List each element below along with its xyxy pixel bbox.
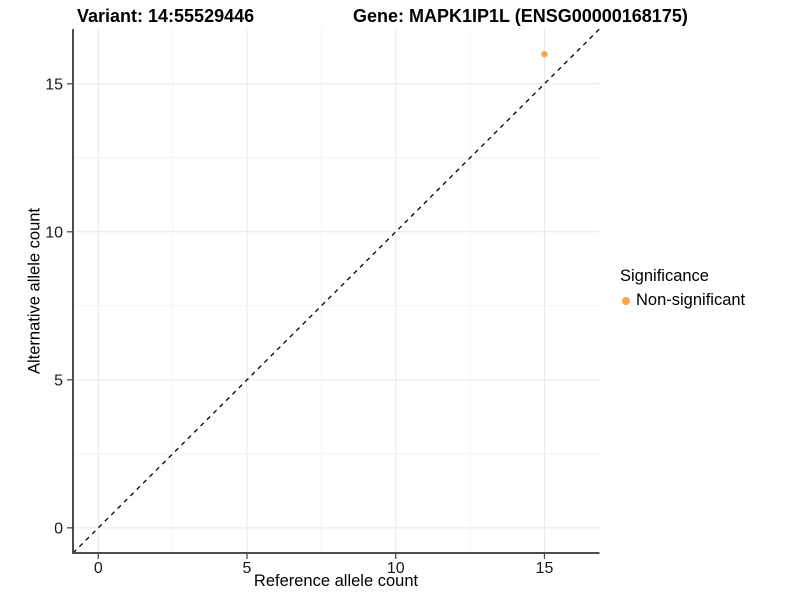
legend-item-label: Non-significant bbox=[636, 291, 746, 309]
legend-title: Significance bbox=[620, 267, 709, 285]
legend-item: Non-significant bbox=[618, 291, 745, 310]
data-point bbox=[541, 50, 548, 58]
x-tick-label: 5 bbox=[243, 560, 252, 577]
y-tick-label: 5 bbox=[54, 372, 63, 389]
x-tick-label: 15 bbox=[536, 560, 554, 577]
legend-point-icon bbox=[622, 296, 630, 305]
y-tick-label: 15 bbox=[45, 76, 63, 93]
y-tick-label: 10 bbox=[45, 224, 63, 241]
x-tick-label: 10 bbox=[387, 560, 405, 577]
variant-title: Variant: 14:55529446 bbox=[77, 6, 255, 26]
y-axis-title: Alternative allele count bbox=[25, 207, 44, 375]
x-tick-label: 0 bbox=[94, 560, 103, 577]
y-tick-label: 0 bbox=[54, 520, 63, 537]
gene-title: Gene: MAPK1IP1L (ENSG00000168175) bbox=[353, 6, 688, 26]
legend: Significance Non-significant bbox=[618, 267, 745, 310]
x-axis-title: Reference allele count bbox=[253, 572, 419, 590]
identity-line bbox=[72, 28, 600, 554]
